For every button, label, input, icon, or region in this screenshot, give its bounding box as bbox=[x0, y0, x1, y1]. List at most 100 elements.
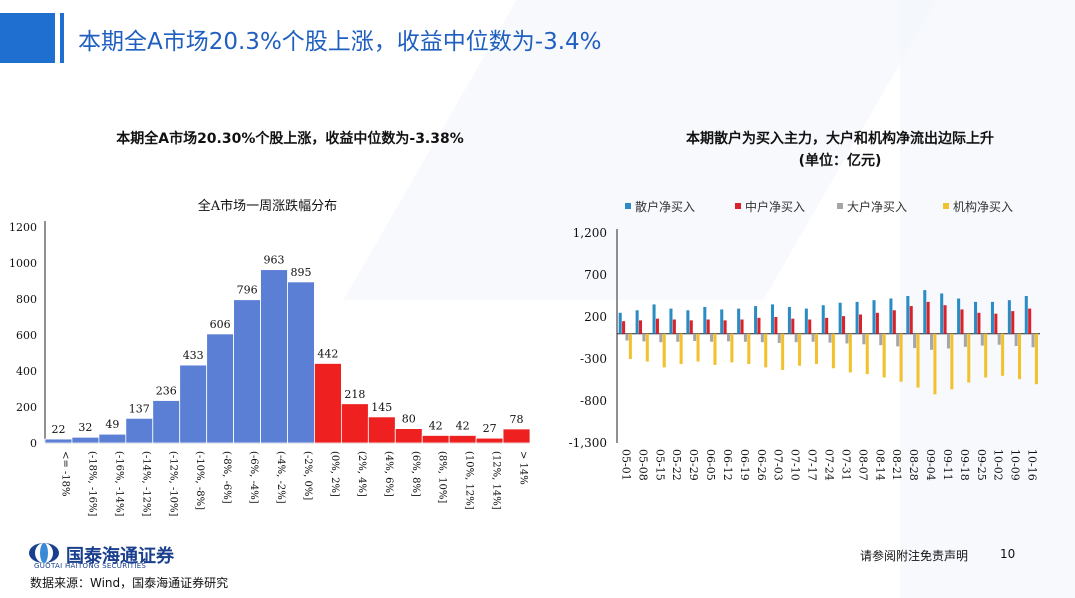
series-bar bbox=[814, 333, 819, 365]
x-date-label: 07-24 bbox=[823, 449, 836, 481]
distribution-bar-chart: 全A市场一周涨跌幅分布 0 200 400 600 800 1000 1200 22 <= -18… bbox=[9, 198, 531, 516]
x-category-label: (-10%, -8%] bbox=[194, 451, 205, 510]
series-bar bbox=[669, 308, 673, 334]
bar-value-label: 78 bbox=[510, 413, 524, 426]
x-date-label: 10-09 bbox=[1009, 449, 1022, 481]
series-bar bbox=[655, 318, 659, 334]
header-accent-line bbox=[60, 13, 64, 63]
series-bar bbox=[875, 312, 879, 334]
bar-value-label: 80 bbox=[402, 413, 416, 426]
series-bar bbox=[676, 333, 680, 342]
page-number: 10 bbox=[1000, 547, 1016, 561]
series-bar bbox=[723, 320, 727, 334]
bar-value-label: 22 bbox=[51, 423, 65, 436]
series-bar bbox=[781, 333, 785, 370]
series-bar bbox=[672, 319, 676, 334]
x-category-label: (-14%, -12%] bbox=[140, 451, 151, 516]
y-tick-label: 400 bbox=[16, 365, 37, 378]
series-bar bbox=[638, 320, 643, 334]
histogram-bar bbox=[394, 428, 423, 444]
x-date-label: 08-21 bbox=[890, 449, 903, 481]
x-date-label: 07-17 bbox=[806, 449, 819, 481]
x-date-label: 06-19 bbox=[738, 449, 751, 481]
x-date-label: 08-14 bbox=[873, 449, 886, 481]
series-bar bbox=[710, 333, 714, 342]
disclaimer-text: 请参阅附注免责声明 bbox=[860, 549, 969, 563]
y-tick-label: 200 bbox=[16, 401, 37, 414]
series-bar bbox=[960, 309, 964, 334]
y-tick-label: 1200 bbox=[9, 221, 37, 234]
series-bar bbox=[889, 298, 893, 334]
series-bar bbox=[923, 290, 927, 334]
series-bar bbox=[892, 310, 896, 334]
legend-label: 散户净买入 bbox=[635, 199, 695, 214]
x-date-label: 05-29 bbox=[687, 449, 700, 481]
series-bar bbox=[720, 309, 724, 334]
x-category-label: (2%, 4%] bbox=[356, 451, 367, 497]
histogram-bar bbox=[502, 428, 531, 444]
series-bar bbox=[855, 301, 859, 334]
series-bar bbox=[940, 293, 944, 334]
series-bar bbox=[743, 333, 747, 342]
x-date-label: 09-18 bbox=[958, 449, 971, 481]
series-bar bbox=[994, 313, 998, 334]
series-bar bbox=[943, 305, 947, 334]
legend-label: 大户净买入 bbox=[847, 199, 907, 214]
x-category-label: > 14% bbox=[518, 451, 529, 485]
series-bar bbox=[930, 333, 934, 350]
series-bar bbox=[706, 319, 710, 334]
series-bar bbox=[990, 301, 994, 334]
series-bar bbox=[967, 333, 971, 383]
y-tick-label: 1000 bbox=[9, 257, 37, 270]
histogram-bar bbox=[98, 433, 127, 444]
histogram-bar bbox=[260, 269, 288, 444]
legend-swatch bbox=[943, 203, 949, 209]
x-date-label: 07-31 bbox=[839, 449, 852, 481]
series-bar bbox=[730, 333, 734, 363]
series-bar bbox=[879, 333, 883, 346]
histogram-bar bbox=[367, 416, 396, 444]
histogram-bar bbox=[125, 417, 154, 444]
bar-value-label: 606 bbox=[210, 318, 231, 331]
x-category-label: (12%, 14%] bbox=[491, 451, 502, 510]
series-bar bbox=[957, 298, 961, 334]
series-bar bbox=[726, 333, 731, 342]
series-bar bbox=[862, 333, 866, 345]
bar-value-label: 796 bbox=[237, 284, 258, 297]
y-tick-label: 0 bbox=[30, 437, 37, 450]
bar-value-label: 236 bbox=[156, 385, 177, 398]
left-chart-subtitle: 本期全A市场20.30%个股上涨，收益中位数为-3.38% bbox=[116, 131, 464, 147]
histogram-bar bbox=[475, 437, 504, 444]
y-tick-label: 1,200 bbox=[573, 226, 607, 240]
bar-value-label: 32 bbox=[78, 421, 92, 434]
series-bar bbox=[831, 333, 835, 369]
bar-value-label: 137 bbox=[129, 402, 150, 415]
series-bar bbox=[770, 304, 775, 334]
series-bar bbox=[811, 333, 815, 342]
right-chart-subtitle-line2: (单位：亿元) bbox=[798, 153, 882, 169]
histogram-bar bbox=[287, 281, 315, 444]
series-bar bbox=[618, 312, 622, 334]
series-bar bbox=[798, 333, 802, 366]
histogram-bar bbox=[233, 299, 261, 444]
x-date-label: 06-05 bbox=[704, 449, 717, 481]
series-bar bbox=[757, 317, 761, 334]
x-category-label: (10%, 12%] bbox=[464, 451, 475, 510]
page-title: 本期全A市场20.3%个股上涨，收益中位数为-3.4% bbox=[78, 29, 602, 55]
histogram-bar bbox=[314, 363, 342, 444]
series-bar bbox=[838, 302, 842, 334]
net-buy-bar-chart: 散户净买入 中户净买入 大户净买入 机构净买入 1,200 700 200 -300 -800 -… bbox=[569, 199, 1040, 481]
x-date-label: 09-04 bbox=[924, 449, 937, 481]
bar-value-label: 42 bbox=[429, 419, 443, 432]
series-bar bbox=[865, 333, 869, 375]
x-category-label: (-8%, -6%] bbox=[221, 451, 232, 504]
series-bar bbox=[635, 310, 639, 334]
series-bar bbox=[808, 319, 812, 334]
series-bar bbox=[980, 333, 984, 346]
series-bar bbox=[642, 333, 646, 342]
series-bar bbox=[882, 333, 886, 378]
histogram-bar bbox=[206, 333, 235, 444]
histogram-bar bbox=[152, 400, 181, 444]
legend-label: 中户净买入 bbox=[745, 199, 805, 214]
series-bar bbox=[933, 333, 937, 395]
